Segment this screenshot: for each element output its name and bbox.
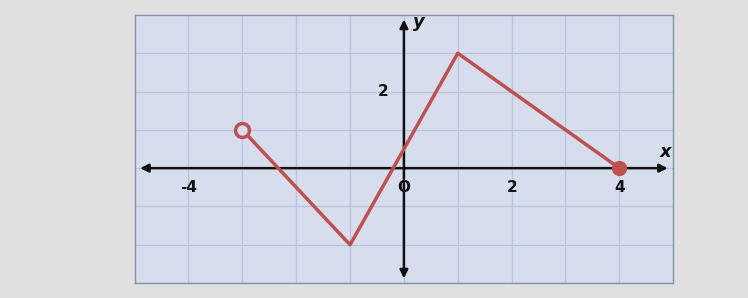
Text: -4: -4: [180, 180, 197, 195]
Text: x: x: [659, 143, 671, 161]
Text: 2: 2: [378, 84, 389, 99]
Text: 4: 4: [614, 180, 625, 195]
Text: y: y: [413, 13, 425, 31]
Text: 2: 2: [506, 180, 517, 195]
Text: O: O: [397, 180, 411, 195]
